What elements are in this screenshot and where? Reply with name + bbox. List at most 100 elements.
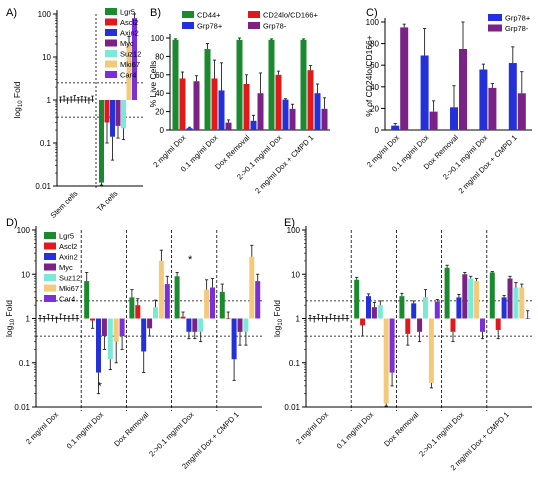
bar xyxy=(141,318,147,352)
bar xyxy=(186,318,192,332)
y-tick-label: 1 xyxy=(296,315,301,324)
bar xyxy=(255,281,261,319)
bar xyxy=(480,318,485,332)
y-tick-label: 0.1 xyxy=(289,359,301,368)
bar xyxy=(489,272,495,319)
category-label: Stem cells xyxy=(49,189,80,220)
y-tick-label: 10 xyxy=(42,53,51,62)
bar xyxy=(158,260,164,319)
bar xyxy=(517,93,526,130)
bar xyxy=(96,318,101,373)
bar xyxy=(405,318,411,334)
legend-swatch xyxy=(44,274,56,281)
bar xyxy=(391,125,400,130)
legend-swatch xyxy=(44,232,56,239)
bar xyxy=(218,90,225,130)
bar xyxy=(479,69,488,130)
bar xyxy=(110,100,115,137)
bar xyxy=(507,278,513,319)
panel-label: E) xyxy=(284,217,295,229)
y-tick-label: 10 xyxy=(21,270,30,279)
bar xyxy=(153,307,158,319)
legend-swatch xyxy=(488,14,502,21)
legend-label: Myc xyxy=(59,263,73,272)
category-label: 2->0.1 mg/ml Dox xyxy=(147,410,196,459)
y-tick-label: 100 xyxy=(366,18,380,27)
bar xyxy=(101,318,107,337)
category-label: Dox Removal xyxy=(112,410,150,448)
y-tick-label: 40 xyxy=(370,83,379,92)
axes-A: 0.01 0.1 1 10 100 log10 Fold xyxy=(12,10,143,191)
y-tick-label: 100 xyxy=(151,34,165,43)
y-tick-label: 100 xyxy=(38,10,52,19)
bar xyxy=(236,39,243,131)
legend-label: Mki67 xyxy=(59,284,79,293)
y-tick-label: 20 xyxy=(155,108,164,117)
axes-E: 0.01 0.1 1 10 100 log10 Fold xyxy=(272,226,532,412)
legend-swatch xyxy=(248,11,260,18)
bars-D xyxy=(84,244,261,395)
bar xyxy=(135,305,141,319)
y-tick-label: 0 xyxy=(160,126,165,135)
category-label: 0.1 mg/ml Dox xyxy=(335,410,376,451)
bar xyxy=(231,318,237,360)
y-tick-label: 60 xyxy=(155,71,164,80)
category-label: 2 mg/ml Dox + CMPD 1 xyxy=(456,133,518,195)
legend-label: Suz12 xyxy=(59,274,80,283)
bar xyxy=(399,296,405,319)
bar xyxy=(129,297,135,319)
legend-swatch xyxy=(105,71,117,78)
legend-label: CD44+ xyxy=(197,11,221,20)
bar xyxy=(428,318,434,383)
bars-C xyxy=(391,21,526,131)
legend-swatch xyxy=(105,39,117,47)
bar xyxy=(186,128,193,130)
y-tick-label: 0.1 xyxy=(19,359,31,368)
legend-label: Car4 xyxy=(120,71,136,80)
legend-label: CD24lo/CD166+ xyxy=(263,11,318,20)
bar xyxy=(456,297,462,319)
bars-B xyxy=(172,37,328,131)
legend-label: Myc xyxy=(120,39,134,48)
y-tick-label: 0.01 xyxy=(14,403,30,412)
y-tick-label: 80 xyxy=(155,52,164,61)
bar xyxy=(211,78,218,130)
category-label: 2->0.1 mg/ml Dox xyxy=(417,410,466,459)
bar xyxy=(508,63,517,130)
category-label: TA cells xyxy=(95,189,120,214)
legend-label: Car4 xyxy=(59,295,75,304)
y-tick-label: 60 xyxy=(370,61,379,70)
bar xyxy=(462,274,468,319)
bar xyxy=(450,318,456,332)
legend-swatch xyxy=(248,22,260,29)
significance-asterisk: * xyxy=(188,254,193,266)
bar xyxy=(204,49,211,130)
legend-label: Grp78- xyxy=(263,22,287,31)
bar xyxy=(99,100,104,183)
legend-swatch xyxy=(44,242,56,250)
legend-label: Suz12 xyxy=(120,50,141,59)
y-tick-label: 0 xyxy=(375,126,380,135)
bar xyxy=(289,108,296,130)
bar xyxy=(243,318,249,332)
legend-swatch xyxy=(105,18,117,26)
bar xyxy=(198,318,204,332)
bar xyxy=(300,39,307,131)
bar xyxy=(307,70,314,130)
bar xyxy=(314,93,321,130)
legend-label: Lgr5 xyxy=(59,232,74,241)
legend-swatch xyxy=(44,295,56,302)
y-tick-label: 100 xyxy=(17,226,31,235)
legend-label: Ascl2 xyxy=(120,18,138,27)
y-tick-label: 1 xyxy=(47,96,52,105)
bars-E xyxy=(354,264,531,407)
axes-C: 0 20 40 60 80 100 % of CD24lo/CD166+ xyxy=(364,18,532,135)
bar xyxy=(249,256,255,319)
bar xyxy=(179,78,186,130)
legend-label: Ascl2 xyxy=(59,242,77,251)
bar xyxy=(474,281,480,319)
category-label: 2 mg/ml Dox + CMPD 1 xyxy=(253,133,315,195)
bar xyxy=(192,318,198,332)
legend-label: Mki67 xyxy=(120,60,140,69)
